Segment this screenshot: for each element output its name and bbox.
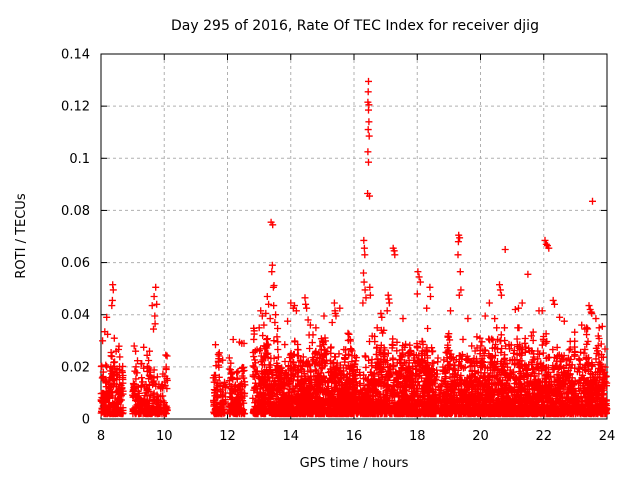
x-tick-label: 18 [409, 429, 426, 444]
x-tick-label: 14 [282, 429, 299, 444]
plot-border [100, 53, 608, 420]
y-tick-labels: 0 0.02 0.04 0.06 0.08 0.1 0.12 0.14 [61, 48, 90, 428]
y-tick-label: 0.12 [61, 100, 90, 115]
x-tick-label: 10 [156, 429, 173, 444]
scatter-layer [97, 77, 611, 418]
y-tick-label: 0 [82, 413, 90, 428]
y-tick-label: 0.06 [61, 256, 90, 271]
y-tick-label: 0.04 [61, 308, 90, 323]
y-tick-label: 0.1 [69, 152, 90, 167]
y-axis-label: ROTI / TECUs [14, 193, 29, 278]
x-tick-label: 8 [97, 429, 105, 444]
y-tick-label: 0.14 [61, 48, 90, 63]
scatter-points [97, 77, 611, 418]
y-tick-label: 0.08 [61, 204, 90, 219]
x-tick-label: 20 [472, 429, 489, 444]
x-tick-labels: 8 10 12 14 16 18 20 22 24 [97, 429, 615, 444]
x-tick-label: 24 [599, 429, 616, 444]
x-tick-label: 16 [346, 429, 363, 444]
chart-title: Day 295 of 2016, Rate Of TEC Index for r… [171, 18, 539, 34]
x-tick-label: 22 [535, 429, 552, 444]
x-axis-label: GPS time / hours [300, 456, 409, 471]
y-tick-label: 0.02 [61, 360, 90, 375]
x-tick-label: 12 [219, 429, 236, 444]
